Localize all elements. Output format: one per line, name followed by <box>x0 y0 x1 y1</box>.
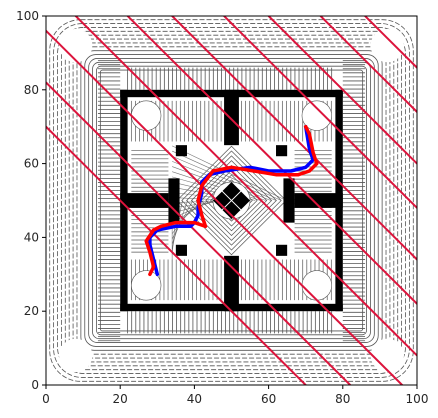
contour-hatch <box>172 155 277 201</box>
contour-diamond <box>181 150 282 251</box>
contour-blob <box>370 338 405 373</box>
x-tick-label: 0 <box>42 392 50 406</box>
y-tick-label: 80 <box>24 83 39 97</box>
plot-area <box>46 16 417 385</box>
x-tick-label: 80 <box>335 392 350 406</box>
contour-ring <box>72 42 391 359</box>
wall <box>175 244 187 256</box>
y-tick-label: 20 <box>24 304 39 318</box>
wall <box>120 193 169 208</box>
contour-blob <box>301 270 332 301</box>
wall <box>283 178 295 223</box>
contour-hatch <box>171 200 194 240</box>
x-tick-label: 20 <box>113 392 128 406</box>
obstacles <box>120 89 343 312</box>
contour-blob <box>131 100 162 131</box>
contour-ring <box>92 61 371 340</box>
wall <box>168 178 180 223</box>
diagonal-line <box>170 16 417 261</box>
contour-blob <box>58 28 93 63</box>
wall <box>276 145 288 157</box>
x-tick-label: 60 <box>261 392 276 406</box>
contour-ring <box>84 54 379 347</box>
y-tick-label: 0 <box>31 378 39 392</box>
diagonal-line <box>363 16 417 70</box>
contour-ring <box>68 38 395 363</box>
contour-diamond <box>176 145 287 256</box>
contour-ring <box>60 30 403 371</box>
contour-ring <box>88 58 375 343</box>
wall <box>294 193 343 208</box>
x-tick-label: 100 <box>406 392 429 406</box>
y-tick-label: 40 <box>24 230 39 244</box>
wall <box>276 244 288 256</box>
y-tick-label: 60 <box>24 157 39 171</box>
wall <box>224 89 239 146</box>
contour-diamond <box>190 160 273 241</box>
contour-blob <box>58 338 93 373</box>
contour-ring <box>80 50 383 351</box>
diagonal-line <box>46 81 352 385</box>
y-tick-label: 100 <box>16 9 39 23</box>
contour-diamond <box>205 174 258 227</box>
diagonal-line <box>46 125 308 385</box>
diagonal-line <box>319 16 417 114</box>
contour-blob <box>370 28 405 63</box>
diagonal-line <box>126 16 417 306</box>
x-tick-label: 40 <box>187 392 202 406</box>
diagonal-line <box>46 29 404 385</box>
wall <box>175 145 187 157</box>
contour-ring <box>76 46 387 355</box>
contour-blob <box>131 270 162 301</box>
contour-ring <box>96 65 367 336</box>
plot-frame <box>45 15 418 386</box>
axes: 0 20 40 60 80 100 0 20 40 60 80 100 <box>16 9 428 406</box>
diagonal-line <box>222 16 417 210</box>
red-path-line <box>144 124 319 277</box>
contour-ring <box>99 69 364 332</box>
contour-ring <box>49 19 414 382</box>
diagonal-line <box>267 16 417 166</box>
contour-diamond <box>195 164 268 237</box>
contour-blob <box>301 100 332 131</box>
contour-ring <box>64 34 399 367</box>
diagonal-lines <box>46 16 417 385</box>
contour-ring <box>57 27 406 374</box>
wall <box>224 255 239 312</box>
